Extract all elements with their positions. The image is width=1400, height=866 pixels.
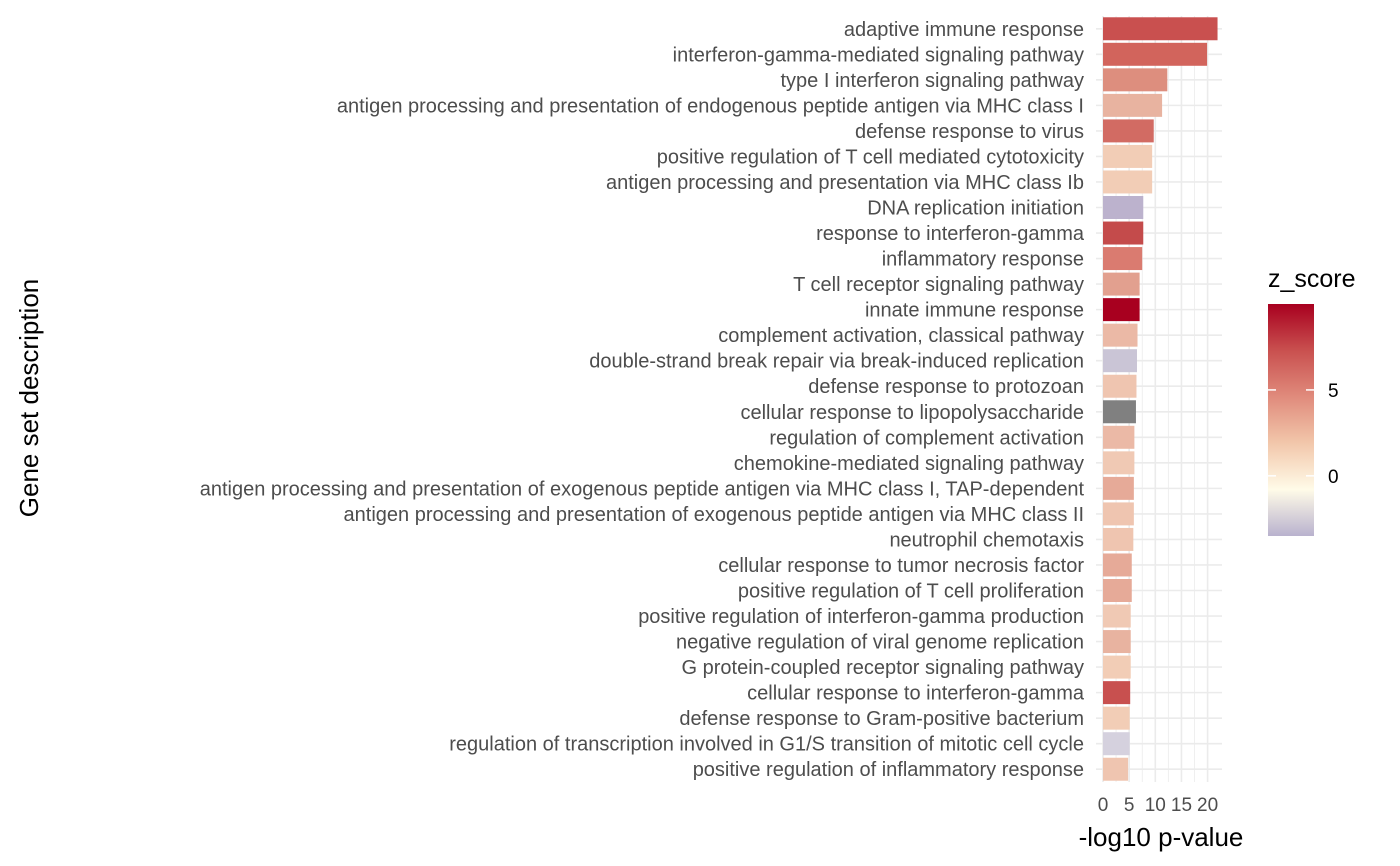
bar xyxy=(1103,706,1130,730)
x-tick-label: 5 xyxy=(1124,795,1135,816)
category-label: T cell receptor signaling pathway xyxy=(793,274,1084,296)
category-label: regulation of transcription involved in … xyxy=(449,734,1084,756)
x-tick-label: 15 xyxy=(1171,795,1192,816)
y-axis-title: Gene set description xyxy=(14,279,44,517)
category-label: complement activation, classical pathway xyxy=(718,325,1084,347)
bar xyxy=(1103,732,1130,756)
x-tick-label: 0 xyxy=(1098,795,1109,816)
category-label: response to interferon-gamma xyxy=(816,223,1085,245)
legend-title: z_score xyxy=(1268,265,1356,293)
bar xyxy=(1103,323,1138,347)
category-label: defense response to virus xyxy=(855,121,1084,143)
category-label: positive regulation of inflammatory resp… xyxy=(693,759,1084,781)
category-label: defense response to Gram-positive bacter… xyxy=(679,708,1084,730)
bar xyxy=(1103,553,1132,577)
bar xyxy=(1103,68,1168,92)
bar xyxy=(1103,298,1140,322)
bar xyxy=(1103,374,1137,398)
category-label: chemokine-mediated signaling pathway xyxy=(734,453,1084,475)
bar xyxy=(1103,681,1131,705)
category-label: inflammatory response xyxy=(882,249,1084,271)
bar xyxy=(1103,196,1144,219)
bars xyxy=(1103,17,1218,781)
category-label: defense response to protozoan xyxy=(808,376,1084,398)
category-label: cellular response to lipopolysaccharide xyxy=(740,402,1084,424)
category-label: antigen processing and presentation of e… xyxy=(344,504,1084,526)
category-label: adaptive immune response xyxy=(844,19,1084,41)
bar xyxy=(1103,630,1131,654)
category-label: cellular response to interferon-gamma xyxy=(747,683,1085,705)
x-axis-title: -log10 p-value xyxy=(1079,822,1244,852)
category-label: antigen processing and presentation of e… xyxy=(200,478,1085,500)
bar xyxy=(1103,604,1131,628)
bar xyxy=(1103,221,1144,245)
category-label: antigen processing and presentation via … xyxy=(606,172,1084,194)
category-label: double-strand break repair via break-ind… xyxy=(589,351,1084,373)
bar xyxy=(1103,655,1131,679)
bar xyxy=(1103,42,1208,66)
legend-tick-label: 0 xyxy=(1328,467,1339,488)
bar xyxy=(1103,93,1163,117)
category-label: positive regulation of T cell mediated c… xyxy=(657,146,1084,168)
legend-color-bar xyxy=(1268,304,1314,536)
x-axis-ticks: 0 5 10 15 20 xyxy=(1098,795,1218,816)
bar xyxy=(1103,425,1135,449)
x-tick-label: 10 xyxy=(1145,795,1166,816)
legend-ticks: 05 xyxy=(1268,381,1339,488)
category-label: regulation of complement activation xyxy=(769,427,1084,449)
bar xyxy=(1103,349,1137,373)
category-label: G protein-coupled receptor signaling pat… xyxy=(682,657,1084,679)
bar xyxy=(1103,502,1134,526)
bar xyxy=(1103,144,1153,168)
bar xyxy=(1103,247,1143,271)
bar xyxy=(1103,400,1136,424)
bar xyxy=(1103,119,1154,143)
bar xyxy=(1103,170,1153,194)
legend: z_score 05 xyxy=(1268,265,1356,536)
category-label: innate immune response xyxy=(865,300,1084,322)
x-tick-label: 20 xyxy=(1197,795,1218,816)
legend-tick-label: 5 xyxy=(1328,381,1339,402)
category-labels: adaptive immune response interferon-gamma… xyxy=(200,19,1085,781)
bar xyxy=(1103,476,1134,500)
bar xyxy=(1103,451,1135,475)
category-label: cellular response to tumor necrosis fact… xyxy=(718,555,1084,577)
category-label: positive regulation of T cell proliferat… xyxy=(738,581,1084,603)
bar xyxy=(1103,527,1134,551)
category-label: negative regulation of viral genome repl… xyxy=(676,632,1084,654)
category-label: antigen processing and presentation of e… xyxy=(337,95,1084,117)
bar xyxy=(1103,579,1132,602)
category-label: DNA replication initiation xyxy=(867,198,1084,220)
category-label: positive regulation of interferon-gamma … xyxy=(638,606,1084,628)
bar xyxy=(1103,272,1140,296)
bar xyxy=(1103,17,1218,41)
category-label: neutrophil chemotaxis xyxy=(889,529,1084,551)
bar xyxy=(1103,757,1129,781)
category-label: type I interferon signaling pathway xyxy=(780,70,1084,92)
category-label: interferon-gamma-mediated signaling path… xyxy=(673,44,1084,66)
